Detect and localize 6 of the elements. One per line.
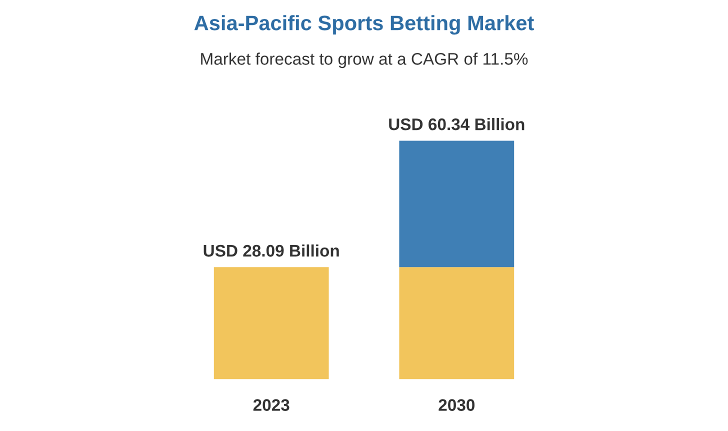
total-label: USD 60.34 Billion xyxy=(389,118,524,130)
x-tick-label: 2023 xyxy=(253,399,290,411)
chart-subtitle: Market forecast to grow at a CAGR of 11.5% xyxy=(201,52,528,68)
x-tick-label: 2030 xyxy=(438,399,475,411)
total-label: USD 28.09 Billion xyxy=(204,244,339,257)
chart-title: Asia-Pacific Sports Betting Market xyxy=(194,15,534,35)
